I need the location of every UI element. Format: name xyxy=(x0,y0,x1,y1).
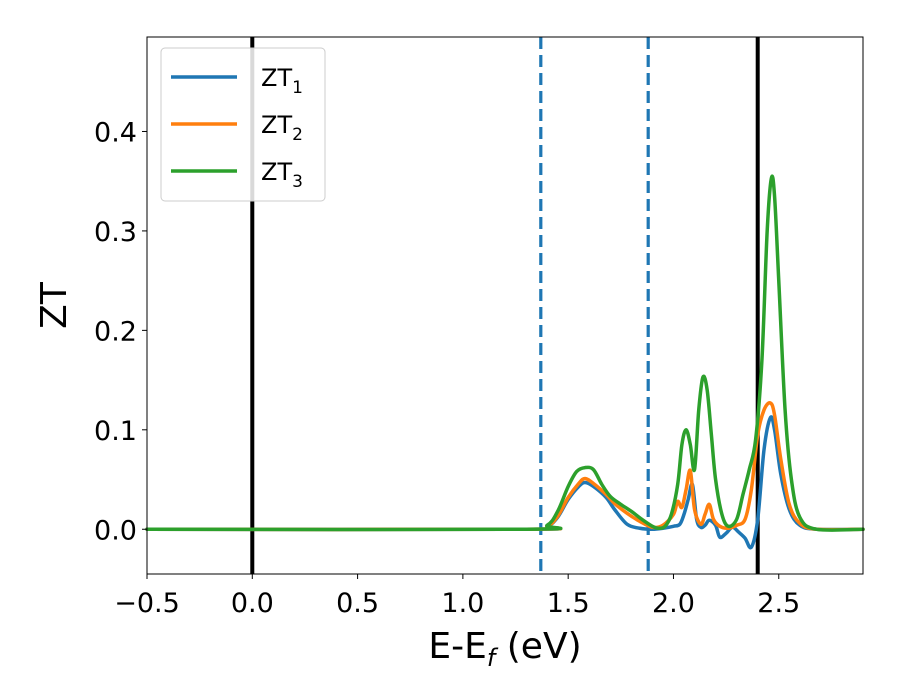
legend: ZT1 ZT2 ZT3 xyxy=(160,47,326,202)
x-tick-label: 2.0 xyxy=(652,588,695,619)
y-axis-title: ZT xyxy=(34,281,75,329)
y-axis: 0.0 0.1 0.2 0.3 0.4 xyxy=(94,117,147,546)
plot-frame xyxy=(146,36,864,575)
legend-label-zt3: ZT3 xyxy=(261,158,303,192)
reference-lines xyxy=(250,37,760,574)
x-axis-title: E-Ef (eV) xyxy=(428,626,581,672)
legend-box xyxy=(160,47,326,202)
x-axis: −0.5 0.0 0.5 1.0 1.5 2.0 2.5 xyxy=(114,574,800,619)
y-tick-label: 0.4 xyxy=(94,117,137,148)
x-axis-title-unit: (eV) xyxy=(495,626,581,667)
x-tick-label: 0.0 xyxy=(231,588,274,619)
legend-label-zt1: ZT1 xyxy=(261,64,303,98)
x-tick-label: 1.5 xyxy=(547,588,590,619)
x-tick-label: 1.0 xyxy=(441,588,484,619)
y-tick-label: 0.3 xyxy=(94,217,137,248)
y-tick-label: 0.0 xyxy=(94,515,137,546)
series-line-zt2 xyxy=(145,401,865,532)
series-lines xyxy=(145,174,865,550)
y-tick-label: 0.2 xyxy=(94,316,137,347)
series-line-zt3 xyxy=(145,174,865,532)
x-tick-label: 0.5 xyxy=(336,588,379,619)
y-tick-label: 0.1 xyxy=(94,416,137,447)
legend-label-zt2: ZT2 xyxy=(261,111,303,145)
x-tick-label: −0.5 xyxy=(114,588,180,619)
x-tick-label: 2.5 xyxy=(757,588,800,619)
x-axis-title-main: E-E xyxy=(428,626,486,667)
